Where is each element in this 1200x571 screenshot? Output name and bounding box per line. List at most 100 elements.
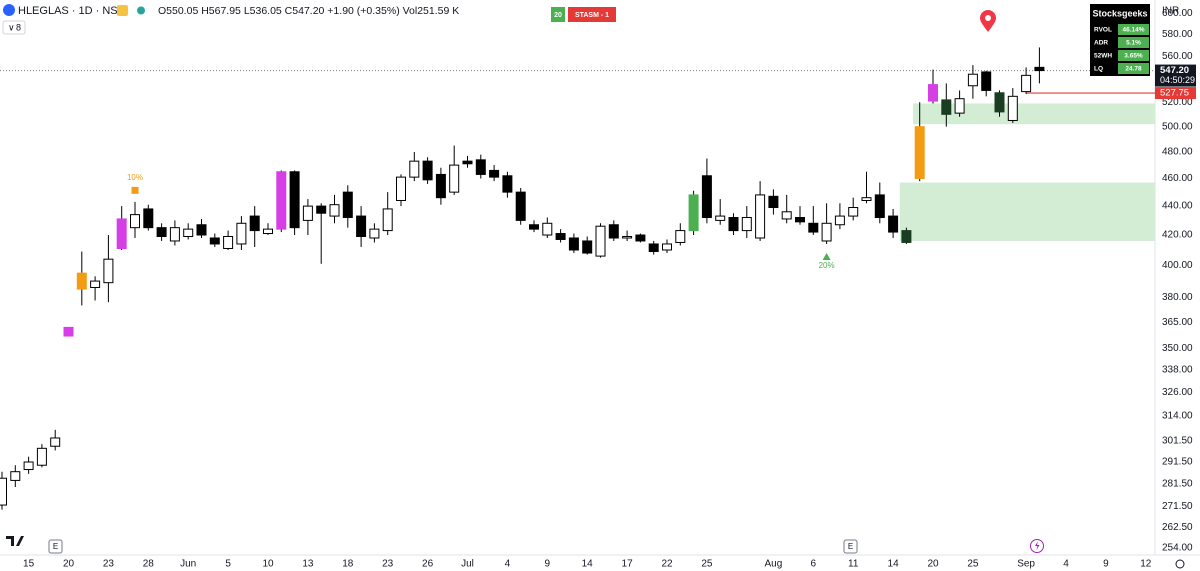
x-tick-label: 14 [582,559,594,570]
candle-body [994,92,1005,113]
y-tick-label: 326.00 [1162,387,1193,398]
y-tick-label: 350.00 [1162,343,1193,354]
y-tick-label: 314.00 [1162,410,1193,421]
candle-body [50,437,61,447]
stats-value: 46.14% [1122,27,1144,34]
candle-body [209,237,220,245]
candle-body [941,99,952,115]
x-tick-label: 6 [811,559,817,570]
candle-body [289,171,300,229]
candle-body [1034,66,1045,72]
candle-body [316,205,327,214]
annotation-marker [822,252,831,260]
y-tick-label: 281.50 [1162,478,1193,489]
x-tick-label: 20 [63,559,75,570]
flag-icon[interactable] [117,5,128,16]
candle-body [76,272,87,290]
x-tick-label: 10 [262,559,274,570]
candle-body [888,215,899,233]
candle-body [715,215,726,221]
candle-body [529,224,539,230]
x-tick-label: 28 [143,559,155,570]
x-tick-label: 9 [545,559,551,570]
candle-body [249,215,260,232]
candle-body [874,194,885,219]
candle-body [967,73,978,87]
event-marker[interactable] [843,539,858,554]
candle-body [542,222,553,236]
x-tick-label: 13 [302,559,314,570]
candle-body [223,236,234,249]
pin-dot [985,15,991,21]
candle-body [848,207,859,217]
level-label: 527.75 [1160,88,1189,99]
last-price-label: 547.20 [1160,65,1189,76]
y-tick-label: 338.00 [1162,365,1193,376]
candle-body [1007,95,1018,121]
badge-text: 20 [554,12,562,19]
stats-value-cell [1118,24,1149,35]
candle-body [662,243,672,251]
candle-body [276,171,287,230]
candle-body [515,191,526,221]
candle-body [236,222,247,245]
stats-value-cell [1118,50,1149,61]
candle-body [342,191,353,219]
x-tick-label: 17 [622,559,634,570]
settings[interactable] [1175,559,1185,569]
y-tick-label: 254.00 [1162,542,1193,553]
candle-body [156,227,167,238]
candle-body [489,169,500,178]
zone [913,103,1155,125]
lightning [1035,541,1040,550]
candle-body [103,258,114,284]
x-tick-label: Jun [180,559,196,570]
candle-body [63,326,74,337]
candle-body [302,205,313,221]
stats-rows: RVOL 46.14% ADR 5.1% 52WH 3.65% LQ 24.78 [1094,24,1149,74]
y-tick-label: 440.00 [1162,201,1193,212]
y-tick-label: 262.50 [1162,522,1193,533]
candle-body [10,471,21,481]
candle-body [688,194,699,232]
annotation-text: 20% [819,261,835,270]
x-tick-label: 26 [422,559,434,570]
y-tick-label: 271.50 [1162,501,1193,512]
x-tick-label: 25 [967,559,979,570]
symbol[interactable]: HLEGLAS · 1D · NSE [18,5,125,17]
candle-body [608,224,619,239]
tv-logo[interactable] [6,536,24,546]
candle-body [1021,74,1032,93]
chevron: ∨ [8,22,15,32]
y-tick-label: 480.00 [1162,147,1193,158]
candle-body [382,208,393,232]
candle-body [169,227,180,242]
x-tick-label: 12 [1140,559,1152,570]
candle-body [23,461,34,471]
candle-body [861,197,872,201]
x-tick-label: Sep [1017,559,1035,570]
candle-body [701,175,712,219]
stats-label: ADR [1094,40,1108,47]
y-tick-label: 580.00 [1162,29,1193,40]
candle-body [90,280,101,288]
x-tick-label: 20 [927,559,939,570]
candle-body [329,204,340,217]
stats-label: RVOL [1094,27,1112,34]
x-tick-label: 4 [505,559,511,570]
currency[interactable]: INR [1162,6,1179,17]
indicator-count: 8 [16,22,21,32]
candle-body [582,240,593,254]
stats-value-cell [1118,37,1149,48]
x-tick-label: 23 [103,559,115,570]
x-tick-label: 23 [382,559,394,570]
candle-body [449,164,460,193]
event-marker-text: E [53,542,58,551]
x-tick-label: 22 [661,559,673,570]
annotation-marker [131,186,139,194]
event-marker[interactable] [48,539,63,554]
indicator-toggle[interactable] [2,20,26,35]
badge [568,7,616,22]
